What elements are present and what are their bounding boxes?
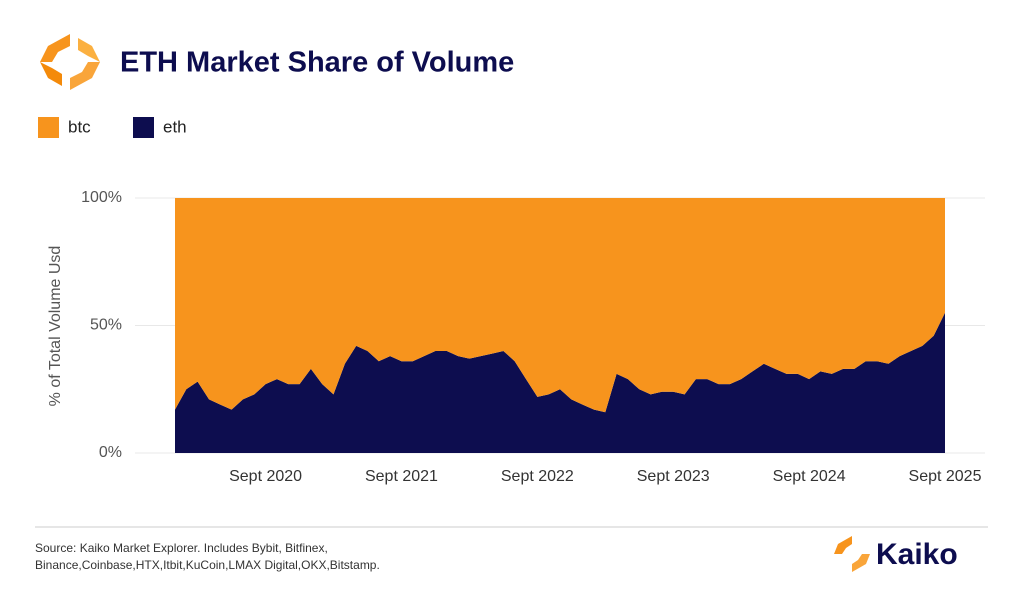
kaiko-logo — [834, 536, 870, 572]
y-axis-label: % of Total Volume Usd — [47, 246, 64, 407]
brand: Kaiko — [876, 538, 958, 571]
x-tick-label: Sept 2023 — [637, 468, 710, 485]
legend-label: btc — [68, 117, 91, 136]
x-tick-label: Sept 2024 — [773, 468, 846, 485]
chart-title: ETH Market Share of Volume — [120, 47, 514, 79]
legend-swatch — [38, 117, 59, 138]
legend-swatch — [133, 117, 154, 138]
source-note: Binance,Coinbase,HTX,Itbit,KuCoin,LMAX D… — [35, 558, 380, 572]
y-tick-label: 0% — [99, 444, 122, 461]
y-tick-label: 50% — [90, 317, 122, 334]
y-tick-label: 100% — [81, 189, 122, 206]
x-tick-label: Sept 2021 — [365, 468, 438, 485]
x-tick-label: Sept 2020 — [229, 468, 302, 485]
legend-label: eth — [163, 117, 187, 136]
area — [175, 312, 945, 453]
x-tick-label: Sept 2022 — [501, 468, 574, 485]
area — [175, 198, 945, 413]
logo — [40, 34, 100, 90]
x-tick-label: Sept 2025 — [909, 468, 982, 485]
source-note: Source: Kaiko Market Explorer. Includes … — [35, 541, 328, 555]
